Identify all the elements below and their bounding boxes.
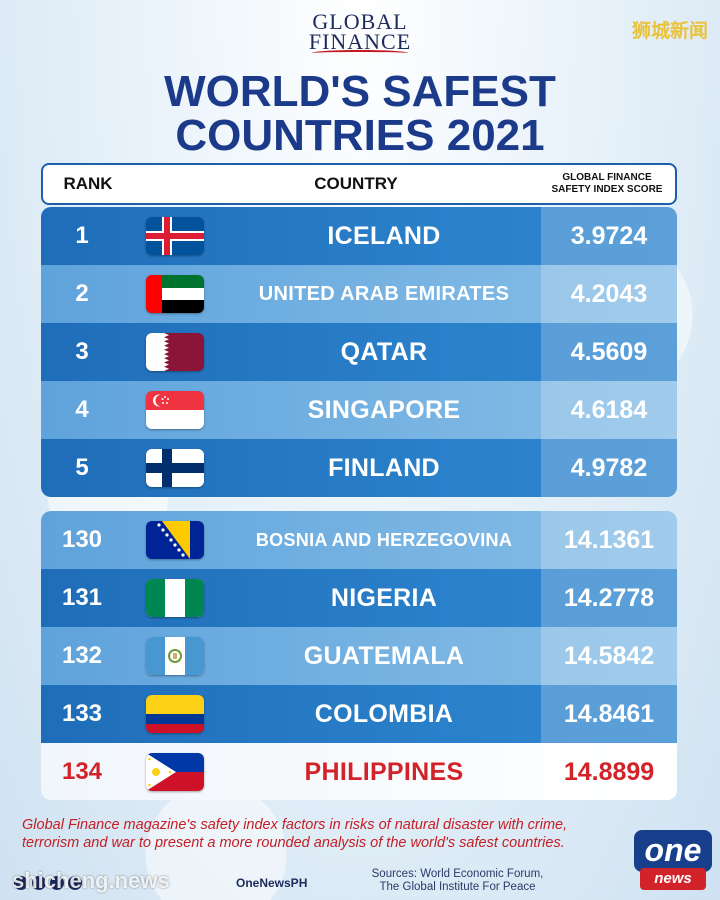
site-watermark: shicheng.news xyxy=(12,868,170,893)
footnote: Global Finance magazine's safety index f… xyxy=(22,817,568,851)
logo-line-1: GLOBAL xyxy=(312,9,408,34)
sources-line-2: The Global Institute For Peace xyxy=(379,881,536,893)
country-cell: NIGERIA xyxy=(330,583,438,612)
title-line-1: WORLD'S SAFEST xyxy=(164,67,556,116)
country-cell: UNITED ARAB EMIRATES xyxy=(258,282,510,305)
global-finance-logo: GLOBAL FINANCE xyxy=(0,9,720,56)
bottom-five-group: 130 BOSNIA AND HERZEGOVINA 14.1361 131 N… xyxy=(41,511,677,800)
page-title: WORLD'S SAFEST COUNTRIES 2021 xyxy=(0,70,720,158)
iceland-flag-icon xyxy=(146,217,204,255)
social-handles: OneNewsPH xyxy=(14,876,307,890)
rank-cell: 1 xyxy=(75,222,89,249)
score-cell: 4.5609 xyxy=(541,323,677,381)
rank-cell: 4 xyxy=(75,396,89,423)
philippines-flag-icon xyxy=(146,753,204,791)
table-row: 2 UNITED ARAB EMIRATES 4.2043 xyxy=(41,265,677,323)
corner-watermark: 狮城新闻 xyxy=(631,20,708,42)
nigeria-flag-icon xyxy=(146,579,204,617)
score-cell: 14.8899 xyxy=(541,743,677,800)
score-cell: 14.5842 xyxy=(541,627,677,685)
guatemala-flag-icon xyxy=(146,637,204,675)
colombia-flag-icon xyxy=(146,695,204,733)
country-cell: QATAR xyxy=(340,337,428,366)
country-cell: SINGAPORE xyxy=(307,395,461,424)
logo-line-2: FINANCE xyxy=(308,29,412,54)
table-row: 131 NIGERIA 14.2778 xyxy=(41,569,677,627)
sources: Sources: World Economic Forum, The Globa… xyxy=(345,868,570,894)
rank-cell: 134 xyxy=(61,758,103,785)
top-five-group: 1 ICELAND 3.9724 2 UNITED ARAB EMIRATES … xyxy=(41,207,677,497)
table-row: 5 FINLAND 4.9782 xyxy=(41,439,677,497)
table-row: 4 SINGAPORE 4.6184 xyxy=(41,381,677,439)
header-score: GLOBAL FINANCE SAFETY INDEX SCORE xyxy=(539,172,675,196)
score-cell: 4.9782 xyxy=(541,439,677,497)
country-cell: ICELAND xyxy=(327,221,441,250)
table-row: 3 QATAR 4.5609 xyxy=(41,323,677,381)
facebook-icon xyxy=(14,876,28,890)
table-row: 1 ICELAND 3.9724 xyxy=(41,207,677,265)
social-handle: OneNewsPH xyxy=(236,876,308,890)
country-cell: FINLAND xyxy=(328,453,440,482)
one-news-logo: one news xyxy=(634,830,712,892)
country-cell: PHILIPPINES xyxy=(304,757,464,786)
bosnia-flag-icon xyxy=(146,521,204,559)
country-cell: COLOMBIA xyxy=(314,699,454,728)
logo-news: news xyxy=(640,868,706,890)
table-header: RANK COUNTRY GLOBAL FINANCE SAFETY INDEX… xyxy=(41,163,677,205)
instagram-icon xyxy=(50,876,64,890)
twitter-icon xyxy=(32,876,46,890)
rank-cell: 133 xyxy=(61,700,103,727)
singapore-flag-icon xyxy=(146,391,204,429)
uae-flag-icon xyxy=(146,275,204,313)
score-cell: 4.6184 xyxy=(541,381,677,439)
qatar-flag-icon xyxy=(146,333,204,371)
table-row: 130 BOSNIA AND HERZEGOVINA 14.1361 xyxy=(41,511,677,569)
finland-flag-icon xyxy=(146,449,204,487)
header-score-line-2: SAFETY INDEX SCORE xyxy=(551,184,663,195)
score-cell: 14.8461 xyxy=(541,685,677,743)
score-cell: 14.2778 xyxy=(541,569,677,627)
header-score-line-1: GLOBAL FINANCE xyxy=(562,172,652,183)
header-rank: RANK xyxy=(63,174,113,193)
rank-cell: 130 xyxy=(61,526,103,553)
table-row: 132 GUATEMALA 14.5842 xyxy=(41,627,677,685)
table-row: 133 COLOMBIA 14.8461 xyxy=(41,685,677,743)
table-row-highlight: 134 PHILIPPINES 14.8899 xyxy=(41,743,677,800)
score-cell: 14.1361 xyxy=(541,511,677,569)
title-line-2: COUNTRIES 2021 xyxy=(175,111,545,160)
country-cell: BOSNIA AND HERZEGOVINA xyxy=(255,529,513,550)
header-country: COUNTRY xyxy=(314,174,398,193)
rank-cell: 2 xyxy=(75,280,89,307)
rank-cell: 3 xyxy=(75,338,89,365)
youtube-icon xyxy=(68,876,82,890)
rank-cell: 5 xyxy=(75,454,89,481)
logo-one: one xyxy=(634,830,712,872)
score-cell: 4.2043 xyxy=(541,265,677,323)
rank-cell: 131 xyxy=(61,584,103,611)
country-cell: GUATEMALA xyxy=(303,641,465,670)
rank-cell: 132 xyxy=(61,642,103,669)
sources-line-1: Sources: World Economic Forum, xyxy=(371,868,544,880)
logo-swoosh xyxy=(312,50,408,56)
score-cell: 3.9724 xyxy=(541,207,677,265)
